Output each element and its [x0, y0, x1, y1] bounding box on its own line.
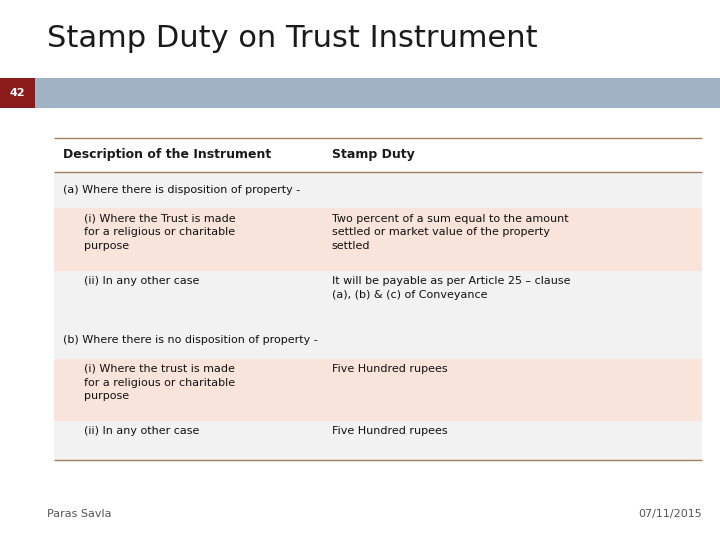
- Text: It will be payable as per Article 25 – clause
(a), (b) & (c) of Conveyance: It will be payable as per Article 25 – c…: [331, 276, 570, 300]
- Bar: [54, 359, 702, 421]
- Text: (ii) In any other case: (ii) In any other case: [84, 426, 199, 436]
- Text: Description of the Instrument: Description of the Instrument: [63, 148, 271, 161]
- Text: (b) Where there is no disposition of property -: (b) Where there is no disposition of pro…: [63, 335, 318, 345]
- Text: Stamp Duty: Stamp Duty: [331, 148, 414, 161]
- Bar: [54, 172, 702, 208]
- Text: 42: 42: [9, 88, 25, 98]
- Text: 07/11/2015: 07/11/2015: [638, 509, 702, 519]
- Bar: [54, 271, 702, 322]
- Text: Paras Savla: Paras Savla: [47, 509, 112, 519]
- Text: Two percent of a sum equal to the amount
settled or market value of the property: Two percent of a sum equal to the amount…: [331, 214, 568, 251]
- Bar: [54, 208, 702, 271]
- Text: (a) Where there is disposition of property -: (a) Where there is disposition of proper…: [63, 185, 300, 195]
- Text: (i) Where the Trust is made
for a religious or charitable
purpose: (i) Where the Trust is made for a religi…: [84, 214, 236, 251]
- Bar: [54, 421, 702, 460]
- Text: (ii) In any other case: (ii) In any other case: [84, 276, 199, 286]
- Bar: [54, 322, 702, 359]
- Text: Five Hundred rupees: Five Hundred rupees: [331, 426, 447, 436]
- Text: Five Hundred rupees: Five Hundred rupees: [331, 364, 447, 374]
- Text: (i) Where the trust is made
for a religious or charitable
purpose: (i) Where the trust is made for a religi…: [84, 364, 235, 401]
- Bar: [0, 78, 35, 108]
- Bar: [0, 78, 720, 108]
- Text: Stamp Duty on Trust Instrument: Stamp Duty on Trust Instrument: [47, 24, 537, 53]
